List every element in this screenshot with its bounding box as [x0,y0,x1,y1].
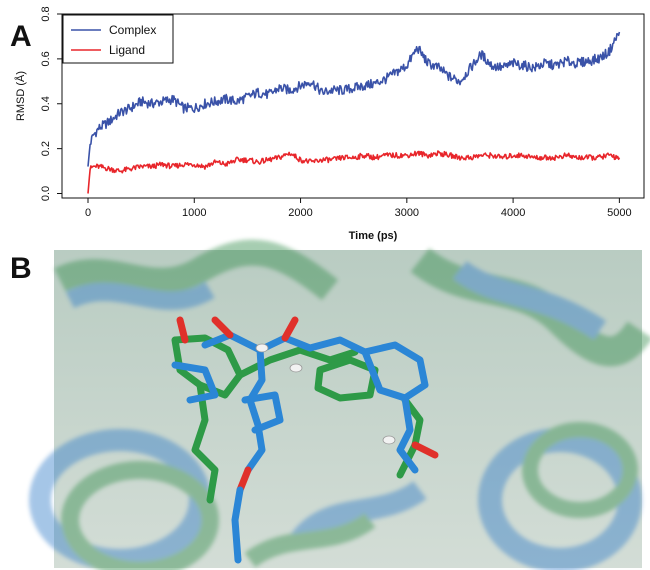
helix-green-lower-left [61,461,219,570]
helix-green-top [54,239,339,301]
chain-blue-right [396,394,419,474]
x-axis-title: Time (ps) [349,230,398,242]
series-line-complex [87,31,621,167]
panel-label-b: B [10,252,32,285]
legend-label: Complex [109,23,156,37]
y-tick-label: 0.6 [40,51,52,66]
legend-box [62,14,174,64]
hydrogen-atom [382,435,396,445]
ring-blue-left [171,361,219,404]
series-line-ligand [87,150,621,194]
render-frame [29,239,650,570]
y-tick-label: 0.2 [40,141,52,156]
ring-blue-right [361,341,429,402]
helix-blue-right [453,260,607,340]
ring-blue-lower [241,391,284,434]
x-tick-label: 5000 [607,207,631,219]
helix-green-lower-right [522,422,638,518]
y-axis-title: RMSD (Å) [14,71,27,121]
helix-blue-top [65,282,215,310]
y-tick-label: 0.4 [40,96,52,111]
bond-blue-oxygen-a [211,316,234,339]
ring-green-center [314,356,379,402]
chart-plot-area: 0.0 0.2 0.4 0.6 0.8 0 1000 2000 3000 4000 5000 Time… [14,6,645,242]
bond-green-oxygen-left [176,316,189,344]
panel-label-a: A [10,20,32,53]
chain-blue-down [244,346,266,474]
y-tick-label: 0.0 [40,186,52,201]
bond-green-oxygen [411,441,439,459]
ligand-blue [171,316,429,564]
rmsd-line-chart: 0.0 0.2 0.4 0.6 0.8 0 1000 2000 3000 4000 5000 Time… [14,6,645,242]
bond-blue-oxygen-c [236,466,252,494]
helix-blue-bottom [291,480,427,548]
hydrogens [255,343,396,445]
hydrogen-atom [255,343,269,353]
legend-label: Ligand [109,43,145,57]
x-tick-label: 4000 [501,207,525,219]
x-tick-label: 0 [85,207,91,219]
chain-green-left [191,381,219,504]
hydrogen-atom [289,363,303,373]
helix-green-bottom [244,512,376,568]
bond-blue-oxygen-b [281,316,299,342]
y-tick-label: 0.8 [40,6,52,21]
protein-ribbons [29,239,650,570]
x-tick-label: 1000 [182,207,206,219]
plot-frame [61,13,645,199]
chain-blue-tail [231,486,244,564]
x-tick-label: 2000 [288,207,312,219]
x-tick-label: 3000 [395,207,419,219]
